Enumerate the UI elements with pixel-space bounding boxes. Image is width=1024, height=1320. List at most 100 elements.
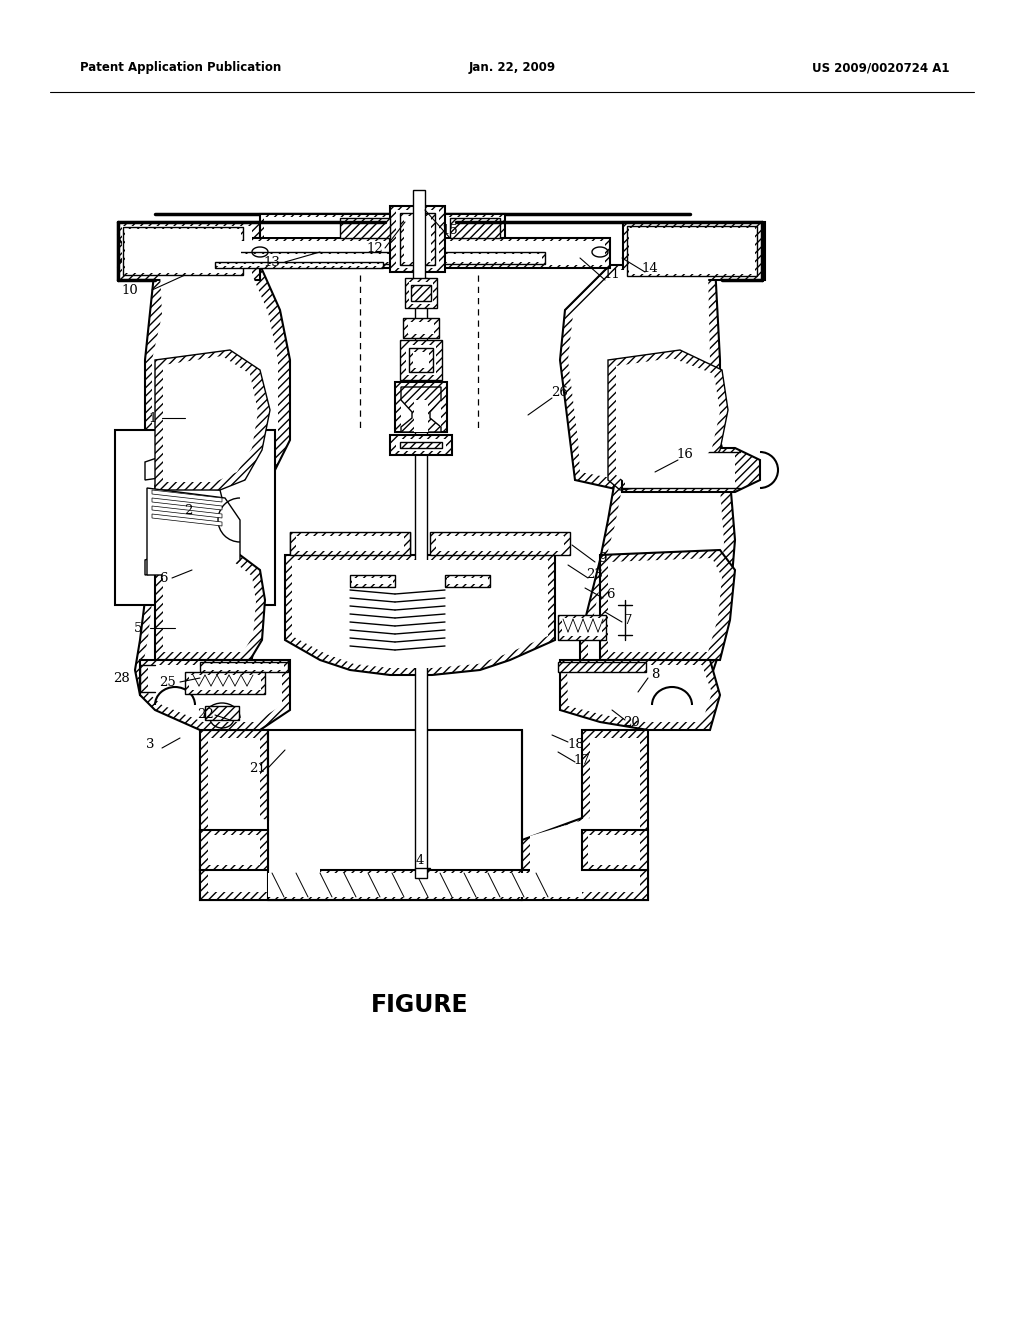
Text: FIGURE: FIGURE — [371, 993, 469, 1016]
Bar — [340, 218, 390, 238]
Bar — [409, 348, 433, 372]
Text: 25: 25 — [160, 676, 176, 689]
Text: 23: 23 — [587, 569, 603, 582]
Bar — [200, 830, 268, 870]
Bar — [260, 214, 505, 240]
Bar — [411, 285, 431, 301]
Bar — [409, 282, 433, 304]
Bar — [625, 451, 735, 488]
Polygon shape — [145, 548, 185, 576]
Bar — [220, 252, 545, 264]
Text: 4: 4 — [416, 854, 424, 866]
Text: 6: 6 — [606, 589, 614, 602]
Bar — [627, 226, 757, 276]
Polygon shape — [290, 532, 410, 554]
Bar — [401, 387, 441, 426]
Polygon shape — [567, 665, 712, 722]
Polygon shape — [152, 490, 222, 502]
Polygon shape — [560, 265, 720, 490]
Polygon shape — [600, 550, 735, 660]
Bar — [122, 226, 252, 276]
Bar — [629, 228, 755, 275]
Text: 5: 5 — [134, 622, 142, 635]
Text: 9: 9 — [598, 552, 606, 565]
Bar — [400, 213, 435, 265]
Text: Patent Application Publication: Patent Application Publication — [80, 62, 282, 74]
Polygon shape — [436, 536, 564, 550]
Polygon shape — [588, 447, 724, 698]
Text: 26: 26 — [552, 385, 568, 399]
Polygon shape — [530, 738, 640, 892]
Bar — [404, 216, 431, 261]
Polygon shape — [163, 356, 258, 482]
Polygon shape — [148, 665, 282, 722]
Polygon shape — [152, 506, 222, 517]
Polygon shape — [292, 560, 548, 668]
Bar — [350, 576, 395, 587]
Bar — [623, 222, 765, 280]
Bar — [562, 618, 602, 636]
Text: 6: 6 — [159, 572, 167, 585]
Bar — [185, 672, 265, 694]
Text: 17: 17 — [573, 754, 591, 767]
Text: 7: 7 — [624, 614, 632, 627]
Text: 15: 15 — [441, 223, 459, 236]
Bar — [406, 345, 436, 375]
Polygon shape — [135, 480, 255, 705]
Bar — [558, 663, 646, 672]
Text: 1: 1 — [148, 412, 158, 425]
Bar — [264, 216, 501, 238]
Bar — [447, 578, 488, 583]
Bar — [408, 322, 434, 334]
Bar — [582, 830, 648, 870]
Text: 3: 3 — [145, 738, 155, 751]
Polygon shape — [145, 265, 290, 490]
Bar — [200, 870, 648, 900]
Polygon shape — [622, 447, 760, 492]
Bar — [445, 576, 490, 587]
Polygon shape — [560, 660, 720, 730]
Polygon shape — [152, 271, 278, 480]
Polygon shape — [208, 738, 319, 892]
Polygon shape — [163, 562, 256, 652]
Bar — [395, 381, 447, 432]
Polygon shape — [145, 450, 185, 480]
Text: 22: 22 — [197, 709, 213, 722]
Bar — [396, 210, 439, 268]
Bar — [413, 190, 425, 290]
Bar — [205, 706, 239, 719]
Polygon shape — [155, 554, 265, 660]
Bar — [200, 663, 288, 672]
Bar — [450, 218, 500, 238]
Bar — [217, 264, 381, 267]
Polygon shape — [608, 558, 722, 652]
Text: 13: 13 — [263, 256, 281, 268]
Bar — [155, 238, 610, 268]
Bar — [390, 206, 445, 272]
Bar — [390, 436, 452, 455]
Bar — [400, 442, 442, 447]
Bar — [268, 730, 522, 900]
Bar — [160, 242, 605, 265]
Bar — [403, 318, 439, 338]
Bar — [396, 440, 446, 451]
Text: 18: 18 — [567, 738, 585, 751]
Text: US 2009/0020724 A1: US 2009/0020724 A1 — [812, 62, 950, 74]
Polygon shape — [144, 488, 246, 692]
Polygon shape — [616, 358, 720, 482]
Text: Jan. 22, 2009: Jan. 22, 2009 — [468, 62, 556, 74]
Bar — [204, 664, 284, 671]
Polygon shape — [152, 513, 222, 525]
Text: 21: 21 — [250, 762, 266, 775]
Bar — [223, 253, 542, 261]
Bar — [352, 578, 393, 583]
Polygon shape — [152, 498, 222, 510]
Polygon shape — [430, 532, 570, 554]
Bar — [125, 228, 241, 273]
Polygon shape — [580, 440, 735, 710]
Polygon shape — [147, 488, 240, 576]
Text: 28: 28 — [114, 672, 130, 685]
Polygon shape — [608, 350, 728, 490]
Bar — [115, 430, 275, 605]
Text: 16: 16 — [677, 449, 693, 462]
